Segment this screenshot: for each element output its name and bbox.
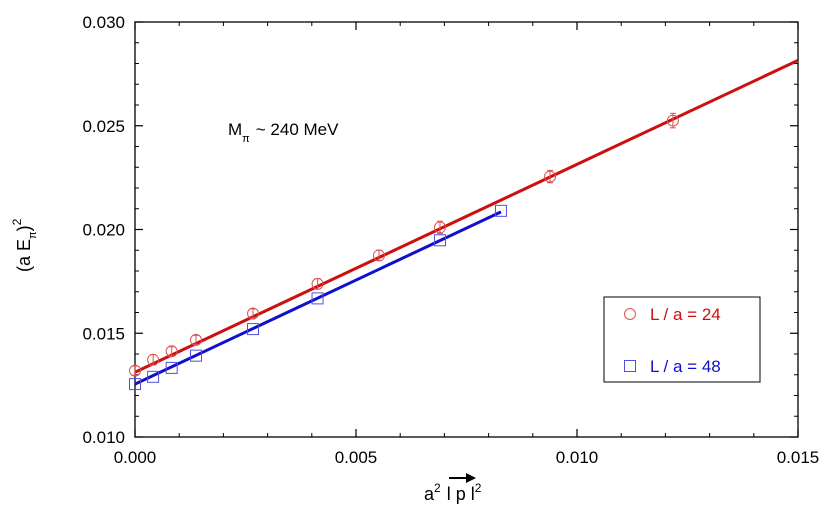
circle-marker xyxy=(165,345,178,358)
circle-marker xyxy=(372,249,385,262)
square-marker xyxy=(189,349,202,362)
circle-marker xyxy=(433,221,446,234)
square-marker xyxy=(147,370,160,383)
legend-box xyxy=(603,296,761,383)
annotation-sub: π xyxy=(242,133,250,145)
vector-arrow-icon xyxy=(449,473,476,483)
legend-label-2: L / a = 48 xyxy=(650,357,721,376)
xlabel-mid: l p l xyxy=(447,484,475,504)
fit-line-series-2 xyxy=(134,210,502,386)
tick-labels: 0.000 0.005 0.010 0.015 0.010 0.015 0.020 0.025… xyxy=(82,13,819,467)
annotation: Mπ ~ 240 MeV xyxy=(228,120,339,145)
svg-text:a2l p l2: a2 l p l2 xyxy=(424,481,482,504)
y-axis-title: (a Eπ)2 xyxy=(10,218,39,272)
y-tick-label: 0.025 xyxy=(82,117,125,136)
svg-text:Mπ~ 240 MeV: Mπ ~ 240 MeV xyxy=(228,120,339,145)
x-tick-label: 0.015 xyxy=(777,448,820,467)
square-marker xyxy=(165,361,178,374)
annotation-rest: ~ 240 MeV xyxy=(256,120,339,139)
y-tick-label: 0.030 xyxy=(82,13,125,32)
x-axis-title: a2 l p l2 xyxy=(424,473,482,504)
xlabel-sup2: 2 xyxy=(475,481,482,495)
y-tick-label: 0.010 xyxy=(82,428,125,447)
circle-marker xyxy=(544,170,557,183)
y-tick-label: 0.020 xyxy=(82,221,125,240)
ticks xyxy=(134,21,799,438)
markers xyxy=(129,112,679,391)
fit-line-series-1 xyxy=(134,59,799,374)
legend-entry-1: L / a = 24 xyxy=(624,305,721,324)
legend: L / a = 24 L / a = 48 xyxy=(603,296,761,383)
circle-marker xyxy=(189,333,202,346)
ylabel-sub: π xyxy=(27,231,39,239)
circle-marker xyxy=(129,364,141,377)
square-marker xyxy=(433,234,446,247)
square-marker xyxy=(129,378,141,391)
x-tick-label: 0.000 xyxy=(114,448,157,467)
circle-marker xyxy=(666,114,679,127)
square-marker xyxy=(494,204,507,217)
ylabel-close: ) xyxy=(14,225,34,231)
x-tick-label: 0.010 xyxy=(556,448,599,467)
fit-lines xyxy=(134,59,799,386)
svg-text:(a Eπ)2: (a Eπ)2 xyxy=(10,218,39,272)
circle-marker xyxy=(247,307,260,320)
y-tick-label: 0.015 xyxy=(82,324,125,343)
legend-circle-marker xyxy=(624,308,636,320)
x-tick-label: 0.005 xyxy=(335,448,378,467)
xlabel-base: a xyxy=(424,484,435,504)
legend-entry-2: L / a = 48 xyxy=(624,357,721,376)
square-marker xyxy=(247,323,260,336)
ylabel-sup: 2 xyxy=(10,218,24,225)
circle-marker xyxy=(311,277,324,290)
xlabel-sup1: 2 xyxy=(434,481,441,495)
legend-label-1: L / a = 24 xyxy=(650,305,721,324)
legend-square-marker xyxy=(624,360,636,372)
ylabel-base: (a E xyxy=(14,239,34,272)
square-marker xyxy=(311,292,324,305)
circle-marker xyxy=(147,353,160,366)
annotation-main: M xyxy=(228,120,242,139)
